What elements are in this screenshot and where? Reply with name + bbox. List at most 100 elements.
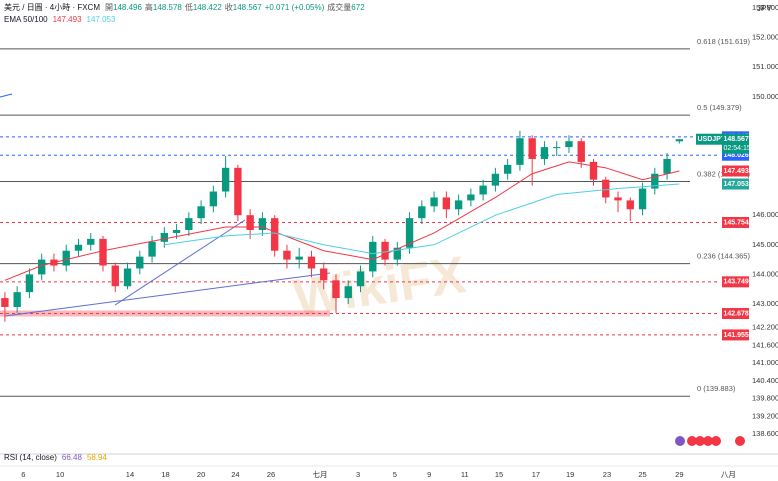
icon[interactable] [687, 436, 697, 446]
candle-body [369, 241, 377, 272]
candle-body [614, 197, 622, 201]
candle-body [234, 167, 242, 216]
candle-body [111, 265, 119, 287]
price-tag: 142.678 [724, 310, 749, 317]
symbol-tag-countdown: 02:54:15 [724, 145, 751, 152]
price-tag: 145.754 [724, 219, 749, 226]
candle-body [503, 164, 512, 174]
symbol-tag-name-bg [696, 133, 722, 145]
candle-body [172, 229, 181, 233]
candle-body [356, 271, 365, 287]
candle-body [405, 218, 414, 248]
candle-body [62, 250, 70, 266]
x-tick-label: 29 [675, 470, 683, 479]
candle-body [148, 241, 156, 257]
price-tag: 143.749 [724, 279, 749, 286]
candle-body [540, 147, 549, 159]
candle-body [675, 139, 684, 142]
y-tick-label: 138.600 [752, 429, 778, 438]
change: +0.071 (+0.05%) [265, 3, 325, 12]
x-tick-label: 八月 [721, 470, 736, 479]
ohlc-value: 148.496 [113, 3, 142, 12]
candle-body [283, 250, 291, 260]
ema-line [4, 161, 680, 281]
ohlc-value: 148.567 [233, 3, 262, 12]
candle-body [430, 197, 438, 207]
x-tick-label: 6 [21, 470, 25, 479]
toolbar-icons [675, 436, 745, 446]
price-tag: 141.955 [724, 332, 749, 339]
candle-body [99, 238, 107, 266]
candle-body [418, 206, 426, 219]
y-tick-label: 142.200 [752, 323, 778, 332]
rsi-label: RSI (14, close) [4, 453, 57, 462]
currency: JPY [757, 4, 772, 13]
candle-body [344, 286, 352, 299]
ema-tag-bg [722, 178, 749, 190]
icon[interactable] [675, 436, 685, 446]
indicator-legend: EMA 50/100 147.493 147.053 [4, 15, 116, 24]
x-tick-label: 9 [427, 470, 431, 479]
x-tick-label: 20 [197, 470, 205, 479]
x-tick-label: 26 [267, 470, 275, 479]
candle-body [1, 298, 9, 307]
symbol-tag-bg [722, 133, 749, 154]
candle-body [270, 218, 279, 251]
y-tick-label: 144.000 [752, 269, 778, 278]
candle-body [185, 218, 193, 230]
price-tag: 148.026 [724, 152, 749, 159]
y-tick-label: 143.000 [752, 299, 778, 308]
fib-label: 0 (139.883) [697, 384, 736, 393]
icon[interactable] [703, 436, 713, 446]
candle-body [25, 274, 34, 293]
rsi-value: 66.48 [62, 453, 83, 462]
candle-body [38, 259, 46, 275]
candle-body [663, 158, 671, 174]
candle-body [320, 268, 328, 281]
candle-body [442, 197, 451, 210]
candle-body [553, 147, 561, 149]
ohlc-label: 收 [225, 2, 233, 12]
y-tick-label: 152.000 [752, 33, 778, 42]
x-tick-label: 5 [393, 470, 397, 479]
candle-body [516, 138, 524, 165]
candle-body [246, 215, 254, 230]
y-tick-label: 141.600 [752, 340, 778, 349]
candle-body [332, 280, 340, 299]
x-tick-label: 14 [126, 470, 134, 479]
candle-body [565, 141, 573, 148]
candle-body [528, 138, 536, 159]
candle-body [221, 167, 230, 192]
indicator-value: 147.493 [53, 15, 82, 24]
candle-body [74, 244, 83, 251]
symbol-tag-name: USDJPY [698, 136, 726, 143]
fib-label: 0.236 (144.365) [697, 252, 750, 261]
icon[interactable] [711, 436, 721, 446]
ohlc-value: 148.578 [153, 3, 182, 12]
symbol-tag-price: 148.567 [724, 136, 749, 143]
rsi-value: 58.94 [87, 453, 108, 462]
icon[interactable] [735, 436, 745, 446]
header: 美元 / 日圓 · 4小時 · FXCM 開148.496 高148.578 低148… [4, 2, 365, 12]
x-tick-label: 11 [461, 470, 469, 479]
candle-body [589, 161, 598, 180]
fib-label: 0.5 (149.379) [697, 103, 742, 112]
ema-tag: 147.493 [724, 168, 749, 175]
candle-body [307, 256, 316, 269]
price-tag-bg [722, 329, 749, 341]
symbol: 美元 / 日圓 · 4小時 · FXCM [4, 2, 100, 12]
icon[interactable] [695, 436, 705, 446]
indicator-label: EMA 50/100 [4, 15, 48, 24]
y-tick-label: 139.800 [752, 394, 778, 403]
ema-tag-bg [722, 165, 749, 177]
under-layer: WikiFX [0, 48, 720, 397]
candle-body [479, 185, 487, 195]
ema-tag: 147.053 [724, 181, 749, 188]
y-tick-label: 139.200 [752, 411, 778, 420]
candle-body [454, 200, 463, 210]
candle-body [602, 179, 610, 198]
indicator-value: 147.053 [87, 15, 116, 24]
trend-line [114, 219, 246, 306]
ohlc-label: 開 [105, 3, 113, 12]
candle-body [393, 247, 401, 260]
